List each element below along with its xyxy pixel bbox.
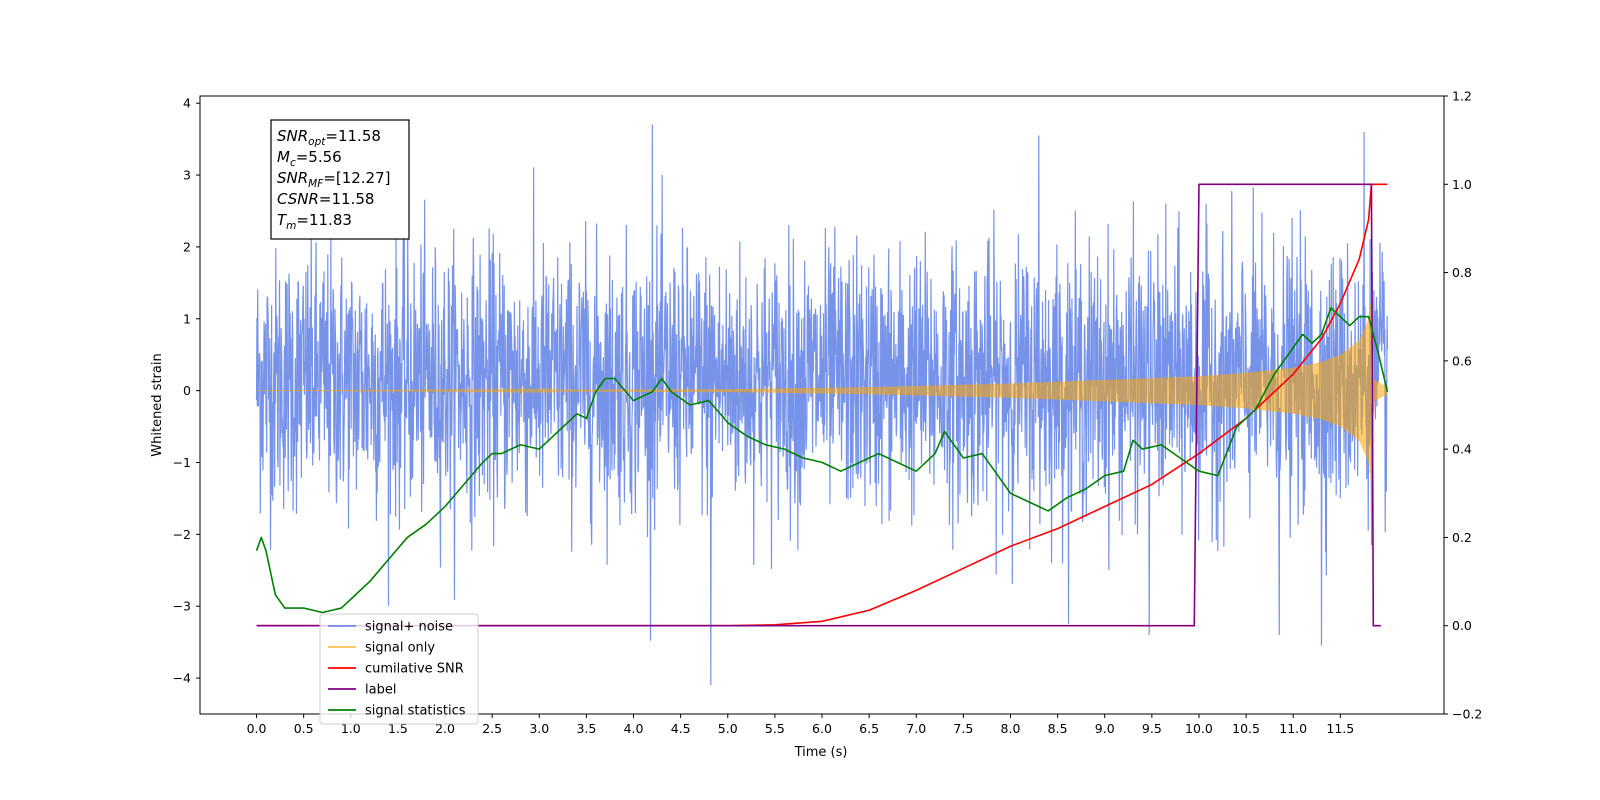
x-tick-label: 10.5 — [1232, 721, 1260, 736]
x-tick-label: 6.5 — [859, 721, 879, 736]
y2-tick-label: 0.8 — [1452, 265, 1472, 280]
x-axis-label: Time (s) — [794, 745, 848, 760]
y2-tick-label: 0.6 — [1452, 353, 1472, 368]
legend-label: signal statistics — [365, 704, 466, 719]
y-tick-label: −4 — [173, 671, 191, 686]
annotation-line: SNRopt=11.58 — [277, 127, 381, 148]
plot-area — [255, 124, 1389, 686]
y-tick-label: −3 — [173, 599, 191, 614]
y2-tick-label: 0.2 — [1452, 530, 1472, 545]
x-tick-label: 9.5 — [1142, 721, 1162, 736]
x-tick-label: 7.5 — [953, 721, 973, 736]
x-tick-label: 6.0 — [812, 721, 832, 736]
x-tick-label: 11.5 — [1326, 721, 1354, 736]
legend-label: signal+ noise — [365, 620, 453, 635]
x-tick-label: 3.5 — [576, 721, 596, 736]
x-tick-label: 0.5 — [294, 721, 314, 736]
stats-annotation: SNRopt=11.58Mc=5.56SNRMF=[12.27]CSNR=11.… — [270, 119, 410, 240]
annotation-frame — [270, 119, 410, 240]
y-tick-label: 4 — [183, 96, 191, 111]
x-tick-label: 0.0 — [247, 721, 267, 736]
series-label-line — [256, 183, 1381, 627]
annotation-line: CSNR=11.58 — [277, 190, 374, 208]
legend-label: cumilative SNR — [365, 662, 464, 677]
y-tick-label: −2 — [173, 527, 191, 542]
x-tick-label: 8.0 — [1001, 721, 1021, 736]
annotation-line: SNRMF=[12.27] — [277, 169, 391, 190]
legend-frame — [319, 613, 479, 725]
annotation-line: Mc=5.56 — [277, 148, 342, 169]
y2-tick-label: 1.0 — [1452, 177, 1472, 192]
series-cumilative-snr-line — [256, 183, 1388, 627]
legend-label: signal only — [365, 641, 435, 656]
x-tick-label: 10.0 — [1185, 721, 1213, 736]
y-tick-label: 2 — [183, 239, 191, 254]
x-tick-label: 4.0 — [624, 721, 644, 736]
series-signal-statistics-line — [255, 307, 1389, 614]
legend-label: label — [365, 683, 396, 698]
x-tick-label: 9.0 — [1095, 721, 1115, 736]
y-axis-right: 1.2 1.0 0.8 0.6 0.4 0.2 0.0 −0.2 — [1444, 89, 1482, 722]
y-tick-label: 3 — [183, 168, 191, 183]
x-tick-label: 1.0 — [341, 721, 361, 736]
x-tick-label: 1.5 — [388, 721, 408, 736]
y-tick-label: 0 — [183, 383, 191, 398]
y-tick-label: −1 — [173, 455, 191, 470]
x-tick-label: 11.0 — [1279, 721, 1307, 736]
y2-tick-label: −0.2 — [1452, 707, 1482, 722]
annotation-line: Tm=11.83 — [277, 211, 352, 232]
y2-tick-label: 1.2 — [1452, 89, 1472, 104]
x-tick-label: 2.5 — [482, 721, 502, 736]
y2-tick-label: 0.0 — [1452, 618, 1472, 633]
series-signal-plus-noise — [255, 124, 1389, 686]
signal-only-line — [256, 297, 1388, 481]
x-axis: 0.0 0.5 1.0 1.5 2.0 2.5 3.0 3.5 4.0 4.5 5.0 5.5 6.0 6… — [247, 714, 1354, 736]
y-axis-label: Whitened strain — [150, 353, 165, 456]
y-axis-left: 4 3 2 1 0 −1 −2 −3 −4 — [173, 96, 200, 686]
legend: signal+ noise signal only cumilative SNR la… — [319, 613, 479, 725]
x-tick-label: 2.0 — [435, 721, 455, 736]
y-tick-label: 1 — [183, 311, 191, 326]
x-tick-label: 5.5 — [765, 721, 785, 736]
x-tick-label: 5.0 — [718, 721, 738, 736]
x-tick-label: 3.0 — [529, 721, 549, 736]
series-lines — [255, 183, 1389, 627]
x-tick-label: 4.5 — [671, 721, 691, 736]
series-signal-only — [256, 297, 1388, 481]
y2-tick-label: 0.4 — [1452, 442, 1472, 457]
x-tick-label: 8.5 — [1048, 721, 1068, 736]
signal-plus-noise-line — [255, 124, 1389, 686]
x-tick-label: 7.0 — [906, 721, 926, 736]
